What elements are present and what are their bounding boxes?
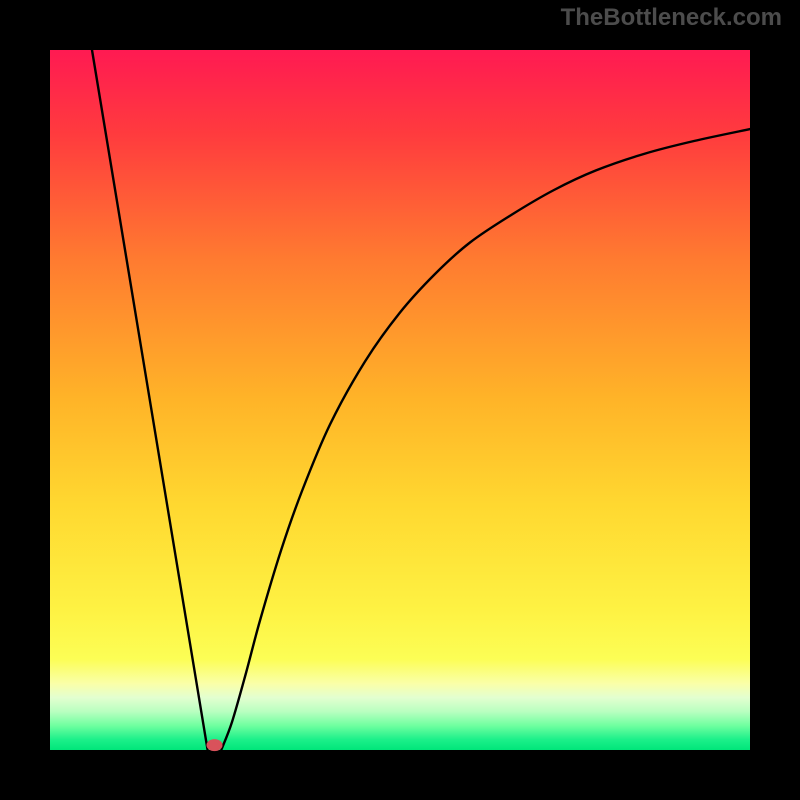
plot-background	[50, 50, 750, 750]
chart-stage: TheBottleneck.com	[0, 0, 800, 800]
chart-svg	[0, 0, 800, 800]
optimal-point-marker	[207, 739, 223, 751]
watermark-text: TheBottleneck.com	[561, 4, 782, 32]
